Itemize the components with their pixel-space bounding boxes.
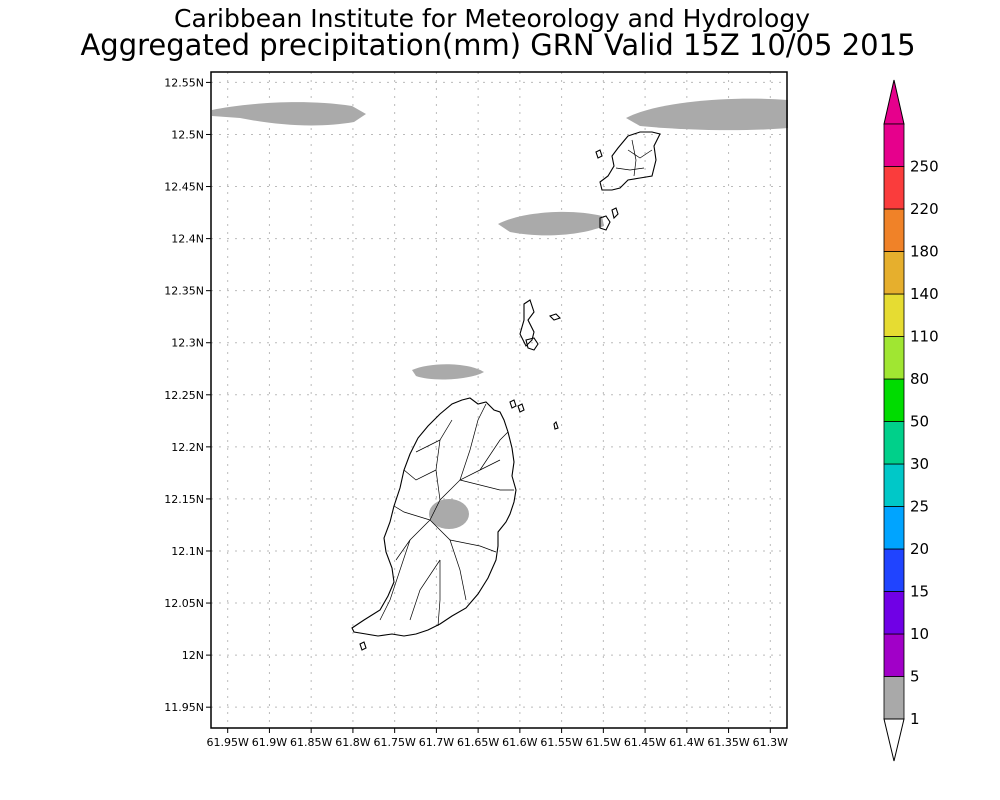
map-frame	[210, 71, 788, 729]
lon-tick-label: 61.85W	[290, 736, 332, 749]
grenada-island-outline	[351, 397, 517, 637]
lon-tick-label: 61.9W	[252, 736, 287, 749]
colorbar-upper-triangle	[883, 79, 905, 125]
colorbar-level-label: 20	[910, 540, 929, 558]
colorbar-level-label: 10	[910, 625, 929, 643]
colorbar-level-label: 25	[910, 498, 929, 516]
islet-a	[611, 207, 619, 220]
lon-tick-label: 61.3W	[753, 736, 788, 749]
grenadine-islet-d	[548, 313, 562, 321]
lon-tick-label: 61.7W	[419, 736, 454, 749]
longitude-labels: 61.95W 61.9W 61.85W 61.8W 61.75W 61.7W 61.65W 6…	[207, 728, 788, 749]
lon-tick-label: 61.75W	[373, 736, 415, 749]
colorbar-segment	[883, 293, 905, 337]
colorbar-level-label: 15	[910, 583, 929, 601]
precip-areas	[212, 98, 788, 529]
colorbar-level-label: 110	[910, 328, 939, 346]
lon-tick-label: 61.6W	[502, 736, 537, 749]
colorbar-segment	[883, 336, 905, 380]
colorbar-level-label: 140	[910, 285, 939, 303]
precip-area-northeast	[626, 98, 788, 131]
colorbar-segment	[883, 506, 905, 550]
colorbar-lower-triangle	[883, 718, 905, 762]
colorbar-segment	[883, 421, 905, 465]
map-panel: 12.55N 12.5N 12.45N 12.4N 12.35N 12.3N 12.25N 1…	[164, 71, 788, 749]
map-grid	[211, 72, 787, 728]
latitude-labels: 12.55N 12.5N 12.45N 12.4N 12.35N 12.3N 12.25N 1…	[164, 76, 211, 714]
lat-tick-label: 12.2N	[171, 441, 204, 454]
colorbar-level-label: 220	[910, 200, 939, 218]
lat-tick-label: 11.95N	[164, 701, 204, 714]
lat-tick-label: 12.1N	[171, 545, 204, 558]
precip-area-north-grenada	[412, 364, 484, 380]
grenadine-islet-c	[525, 337, 539, 351]
lon-tick-label: 61.35W	[707, 736, 749, 749]
title-line-1: Caribbean Institute for Meteorology and …	[174, 4, 810, 33]
colorbar-segment	[883, 208, 905, 252]
lat-tick-label: 12.4N	[171, 233, 204, 246]
islet-h	[359, 641, 367, 651]
lat-tick-label: 12.45N	[164, 181, 204, 194]
colorbar-segment	[883, 633, 905, 677]
colorbar-segment	[883, 166, 905, 210]
lat-tick-label: 12.3N	[171, 337, 204, 350]
lat-tick-label: 12.35N	[164, 285, 204, 298]
colorbar-segment	[883, 591, 905, 635]
islet-e	[509, 399, 517, 409]
lon-tick-label: 61.55W	[540, 736, 582, 749]
lon-tick-label: 61.8W	[335, 736, 370, 749]
colorbar-segment	[883, 378, 905, 422]
lat-tick-label: 12N	[182, 649, 204, 662]
colorbar-segment	[883, 123, 905, 167]
colorbar-level-label: 50	[910, 413, 929, 431]
islet-f	[517, 403, 525, 413]
islet-i	[595, 149, 603, 159]
carriacou-parish-boundaries	[615, 139, 653, 177]
coastlines	[351, 131, 661, 651]
colorbar-level-label: 80	[910, 370, 929, 388]
colorbar-segment	[883, 548, 905, 592]
precip-area-northwest	[212, 102, 366, 126]
lat-tick-label: 12.55N	[164, 76, 204, 89]
colorbar-segment	[883, 251, 905, 295]
lon-tick-label: 61.45W	[624, 736, 666, 749]
colorbar-level-label: 5	[910, 668, 920, 686]
colorbar-level-label: 250	[910, 158, 939, 176]
grenada-parish-boundaries	[379, 403, 514, 627]
colorbar-segment	[883, 676, 905, 720]
lat-tick-label: 12.05N	[164, 597, 204, 610]
title-line-2: Aggregated precipitation(mm) GRN Valid 1…	[80, 28, 915, 62]
precip-area-central-grenada	[429, 499, 469, 529]
lon-tick-label: 61.95W	[207, 736, 249, 749]
colorbar-level-label: 180	[910, 243, 939, 261]
colorbar-level-label: 30	[910, 455, 929, 473]
lon-tick-label: 61.5W	[586, 736, 621, 749]
lat-tick-label: 12.5N	[171, 128, 204, 141]
lon-tick-label: 61.4W	[669, 736, 704, 749]
lon-tick-label: 61.65W	[457, 736, 499, 749]
petite-martinique-outline	[599, 215, 611, 231]
islet-g	[553, 420, 559, 430]
precip-area-central-north	[498, 211, 604, 236]
grenadine-islet-b	[519, 299, 535, 347]
carriacou-island-outline	[599, 131, 661, 191]
colorbar-segment	[883, 463, 905, 507]
lat-tick-label: 12.15N	[164, 493, 204, 506]
colorbar-level-label: 1	[910, 710, 920, 728]
lat-tick-label: 12.25N	[164, 389, 204, 402]
